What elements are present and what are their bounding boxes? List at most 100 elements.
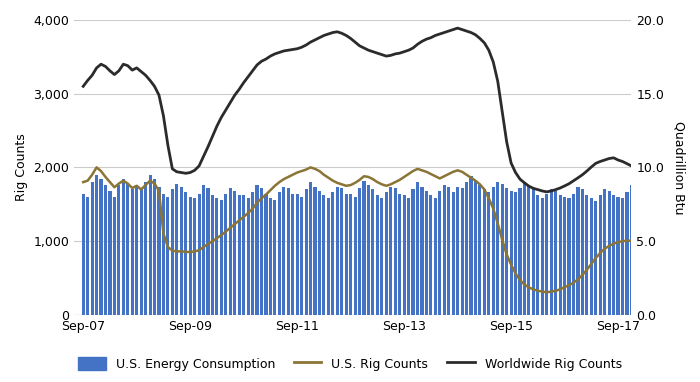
Bar <box>590 198 593 315</box>
Bar <box>407 198 410 315</box>
Bar <box>621 198 624 315</box>
Bar <box>295 194 299 315</box>
Bar <box>372 189 375 315</box>
Bar <box>398 194 401 315</box>
Bar <box>527 185 531 315</box>
Bar <box>603 189 606 315</box>
Y-axis label: Quadrillion Btu: Quadrillion Btu <box>672 121 685 214</box>
Bar <box>233 191 237 315</box>
Bar <box>625 193 629 315</box>
Bar <box>581 189 584 315</box>
Bar <box>639 194 642 315</box>
Bar <box>402 195 406 315</box>
Bar <box>309 182 312 315</box>
Bar <box>216 198 218 315</box>
Bar <box>246 198 250 315</box>
Bar <box>354 197 356 315</box>
Bar <box>568 198 570 315</box>
Bar <box>425 191 428 315</box>
Bar <box>180 186 183 315</box>
Bar <box>487 193 491 315</box>
Bar <box>90 182 94 315</box>
Bar <box>148 175 152 315</box>
Bar <box>478 185 482 315</box>
Bar <box>358 188 361 315</box>
Bar <box>532 189 535 315</box>
Bar <box>318 191 321 315</box>
Bar <box>416 182 419 315</box>
Bar <box>412 189 414 315</box>
Bar <box>126 184 130 315</box>
Bar <box>256 185 258 315</box>
Bar <box>447 186 450 315</box>
Bar <box>135 185 139 315</box>
Bar <box>536 195 540 315</box>
Bar <box>113 197 116 315</box>
Bar <box>260 188 263 315</box>
Bar <box>617 197 620 315</box>
Bar <box>496 182 499 315</box>
Bar <box>563 197 566 315</box>
Bar <box>594 201 597 315</box>
Y-axis label: Rig Counts: Rig Counts <box>15 133 28 201</box>
Bar <box>456 186 459 315</box>
Bar <box>438 191 441 315</box>
Bar <box>131 189 134 315</box>
Bar <box>86 197 89 315</box>
Bar <box>474 181 477 315</box>
Bar <box>175 184 178 315</box>
Bar <box>220 200 223 315</box>
Bar <box>287 188 290 315</box>
Bar <box>139 188 143 315</box>
Bar <box>229 188 232 315</box>
Bar <box>95 175 98 315</box>
Bar <box>349 194 352 315</box>
Bar <box>612 195 615 315</box>
Bar <box>224 194 228 315</box>
Bar <box>608 191 610 315</box>
Bar <box>367 185 370 315</box>
Bar <box>162 194 165 315</box>
Bar <box>461 188 463 315</box>
Bar <box>376 195 379 315</box>
Bar <box>269 198 272 315</box>
Bar <box>282 186 286 315</box>
Bar <box>519 188 522 315</box>
Bar <box>278 193 281 315</box>
Bar <box>158 186 160 315</box>
Bar <box>585 195 589 315</box>
Bar <box>108 191 111 315</box>
Bar <box>576 186 580 315</box>
Bar <box>550 189 553 315</box>
Bar <box>545 194 548 315</box>
Bar <box>304 189 307 315</box>
Bar <box>167 197 169 315</box>
Bar <box>421 186 424 315</box>
Bar <box>491 186 495 315</box>
Bar <box>483 189 486 315</box>
Bar <box>251 193 254 315</box>
Bar <box>336 186 339 315</box>
Bar <box>202 185 205 315</box>
Bar <box>634 188 638 315</box>
Bar <box>144 182 147 315</box>
Bar <box>442 185 446 315</box>
Bar <box>554 191 557 315</box>
Bar <box>514 193 517 315</box>
Bar <box>429 195 433 315</box>
Bar <box>465 182 468 315</box>
Bar <box>197 194 201 315</box>
Bar <box>363 181 365 315</box>
Bar <box>331 193 335 315</box>
Bar <box>510 191 512 315</box>
Bar <box>273 200 276 315</box>
Bar <box>500 184 504 315</box>
Bar <box>389 186 392 315</box>
Bar <box>572 194 575 315</box>
Bar <box>122 179 125 315</box>
Bar <box>540 198 544 315</box>
Bar <box>630 185 633 315</box>
Bar <box>99 179 103 315</box>
Bar <box>193 198 196 315</box>
Bar <box>237 195 241 315</box>
